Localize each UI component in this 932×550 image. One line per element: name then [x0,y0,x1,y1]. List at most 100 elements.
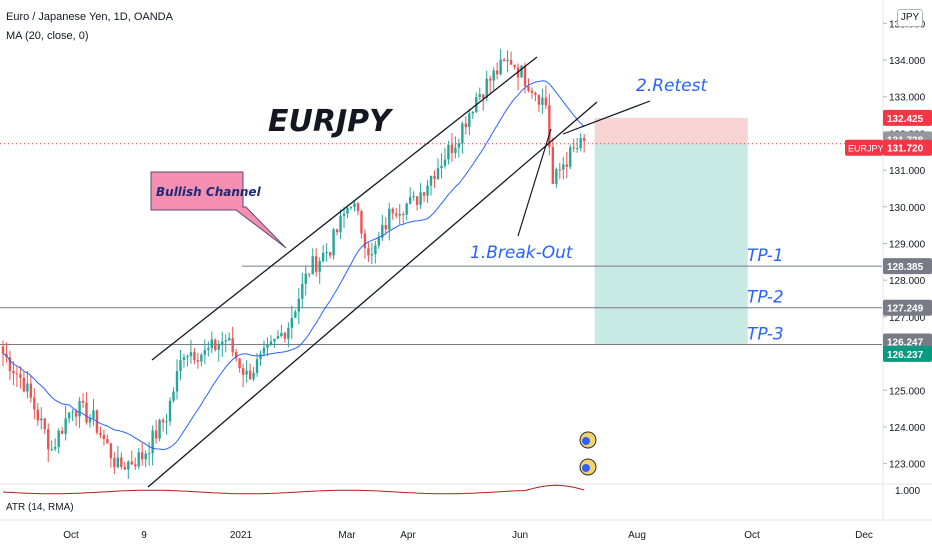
channel-lower-line [147,101,598,488]
candle-body [443,159,447,166]
candle-body [141,452,144,460]
candle-body [468,113,471,128]
candle-body [8,357,12,372]
candle-body [513,64,516,68]
candle-body [26,383,29,392]
price-label: 131.720 [887,144,924,155]
candle-body [461,123,464,144]
candle-body [50,449,53,451]
candle-body [576,148,579,150]
y-tick-label: 129.000 [889,240,926,251]
candle-body [551,146,555,184]
candle-body [558,169,561,171]
candle-body [548,105,551,147]
candle-body [569,147,572,167]
candle-body [391,208,394,214]
x-tick-label: 2021 [230,530,253,541]
candle-body [175,371,179,392]
candle-body [238,358,241,369]
candle-body [19,374,22,378]
candle-body [116,457,120,468]
candle-body [405,203,408,215]
candle-body [217,345,220,350]
candle-body [245,370,248,375]
candle-body [88,418,92,423]
candle-body [489,78,492,81]
candle-body [565,164,568,167]
take-profit-zone [594,143,748,345]
candle-body [412,196,415,198]
candle-body [582,138,586,141]
candle-body [530,90,534,93]
candle-body [541,97,544,105]
candle-body [71,411,74,413]
candle-body [436,168,440,179]
candle-body [33,397,36,410]
candle-body [1,346,5,354]
retest-label: 2.Retest [636,76,708,96]
candle-body [304,273,307,284]
candle-body [572,147,575,149]
candle-body [228,338,231,341]
event-icon-globe [582,437,590,445]
candle-body [182,357,186,361]
bullish-channel-label: Bullish Channel [156,185,262,199]
candle-body [579,138,582,149]
candle-body [255,359,259,373]
price-axis-background [883,0,932,550]
y-tick-label: 130.000 [889,203,926,214]
candles [1,48,586,479]
candle-body [356,203,360,212]
y-tick-label: 123.000 [889,460,926,471]
candle-body [241,368,245,375]
candle-body [214,339,217,350]
candle-body [534,92,537,95]
y-tick-label: 133.000 [889,93,926,104]
candle-body [311,256,314,274]
currency-badge[interactable]: JPY [897,9,923,27]
candle-body [196,360,200,362]
stop-loss-zone [594,117,748,144]
candle-body [221,341,224,346]
candle-body [203,349,207,355]
candle-body [440,165,443,169]
candle-body [328,252,332,256]
candle-body [47,429,50,450]
price-label-bg [883,109,932,126]
candle-body [144,453,147,460]
candle-body [134,464,137,467]
candle-body [165,421,168,423]
candle-body [454,147,457,153]
event-icon-globe [582,464,590,472]
candle-body [450,144,454,153]
candle-body [60,430,64,434]
candle-body [492,70,495,81]
candle-body [64,418,67,434]
atr-label: ATR (14, RMA) [6,502,74,513]
candle-body [495,70,499,75]
candle-body [360,211,363,234]
candle-body [40,418,43,421]
candle-body [471,111,474,114]
candle-body [78,400,81,417]
candle-body [189,352,193,357]
candle-body [370,253,374,256]
candle-body [113,458,116,468]
candle-body [36,409,39,421]
candle-body [283,332,287,339]
candle-body [377,237,381,246]
take-profit-label-2: TP-2 [747,288,784,308]
price-label-bg [883,299,932,316]
candle-body [395,213,398,216]
candle-body [168,400,172,422]
candle-body [266,344,269,348]
symbol-price-tag-bg [845,139,883,156]
candle-body [485,78,488,99]
candle-body [294,311,297,318]
candle-body [506,59,509,62]
candle-body [381,225,384,238]
candle-body [555,169,558,184]
ma-indicator-label[interactable]: MA (20, close, 0) [6,30,89,42]
candle-body [179,360,182,372]
